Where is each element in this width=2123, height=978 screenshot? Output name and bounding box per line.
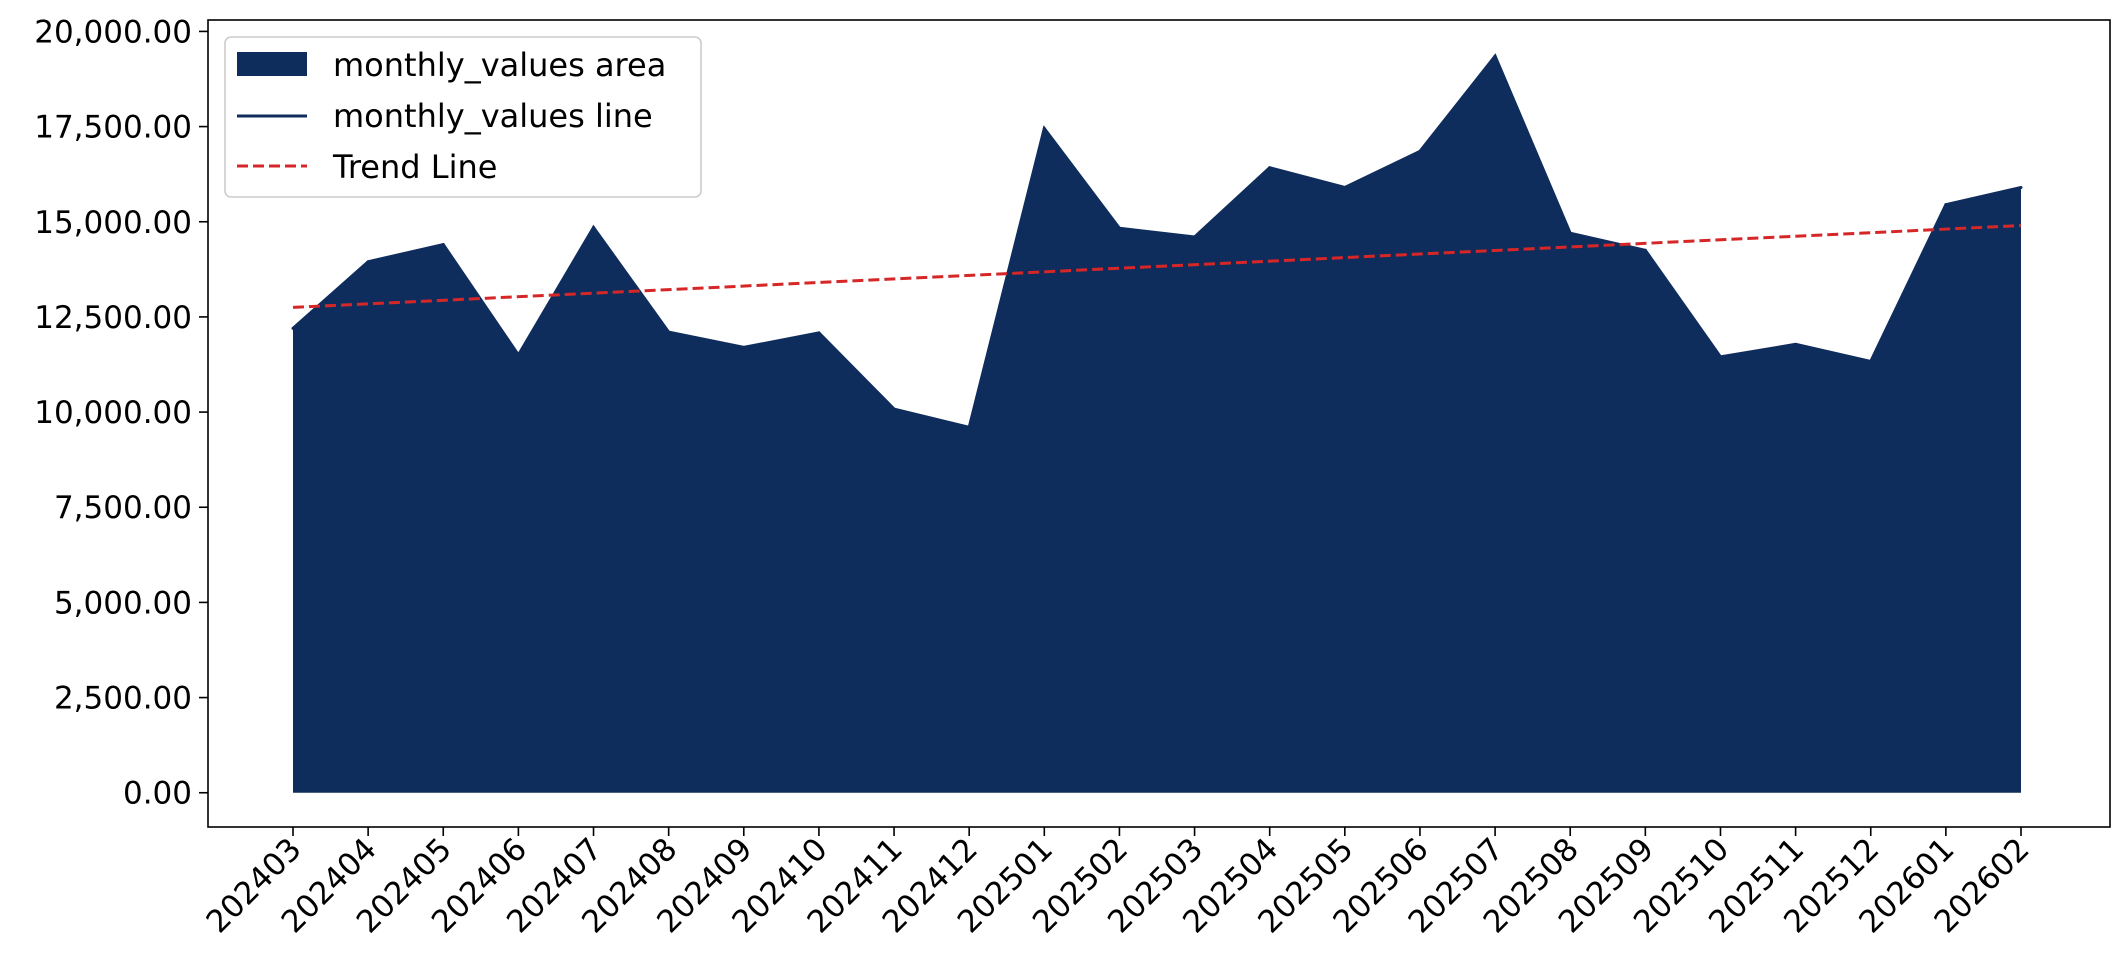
- legend-label-line: monthly_values line: [333, 97, 653, 135]
- area-fill-monthly-values: [293, 56, 2021, 793]
- data-point-202409: [742, 345, 746, 349]
- data-point-202408: [667, 330, 671, 334]
- data-point-202506: [1418, 149, 1422, 153]
- data-point-202512: [1869, 359, 1873, 363]
- data-point-202411: [892, 407, 896, 411]
- data-point-202602: [2019, 185, 2023, 189]
- data-point-202412: [967, 425, 971, 429]
- legend: monthly_values area monthly_values line Tr…: [224, 36, 702, 198]
- data-point-202508: [1568, 231, 1572, 235]
- y-axis: 0.00 2,500.00 5,000.00 7,500.00 10,000.00 12,…: [34, 14, 208, 812]
- plot-frame: [207, 19, 2111, 828]
- data-point-202407: [592, 225, 596, 229]
- data-point-202503: [1193, 235, 1197, 239]
- plot-area: [291, 53, 2023, 793]
- y-tick-label: 2,500.00: [54, 681, 192, 717]
- data-point-202501: [1042, 126, 1046, 130]
- data-point-202502: [1117, 226, 1121, 230]
- data-point-202405: [441, 243, 445, 247]
- series-line-monthly-values: [292, 53, 2022, 430]
- data-point-202509: [1643, 248, 1647, 252]
- y-tick-label: 12,500.00: [34, 300, 192, 336]
- trend-line: [292, 224, 2022, 309]
- data-point-202404: [366, 260, 370, 264]
- y-tick-label: 7,500.00: [54, 490, 192, 526]
- y-tick-label: 0.00: [123, 776, 192, 812]
- data-point-202511: [1794, 342, 1798, 346]
- data-point-202510: [1718, 355, 1722, 359]
- data-point-202406: [516, 353, 520, 357]
- data-point-202505: [1343, 185, 1347, 189]
- legend-swatch-area: [237, 52, 307, 76]
- x-axis: 2024032024042024052024062024072024082024…: [200, 827, 2037, 940]
- y-tick-label: 15,000.00: [34, 205, 192, 241]
- legend-box: [224, 36, 702, 198]
- data-point-202601: [1944, 203, 1948, 207]
- data-point-202504: [1268, 166, 1272, 170]
- y-tick-label: 10,000.00: [34, 395, 192, 431]
- legend-label-area: monthly_values area: [333, 46, 666, 84]
- data-point-202403: [291, 326, 295, 330]
- legend-label-trend: Trend Line: [332, 148, 497, 186]
- y-tick-label: 17,500.00: [34, 110, 192, 146]
- y-tick-label: 5,000.00: [54, 585, 192, 621]
- data-point-202410: [817, 331, 821, 335]
- data-point-202507: [1493, 54, 1497, 58]
- y-tick-label: 20,000.00: [34, 14, 192, 50]
